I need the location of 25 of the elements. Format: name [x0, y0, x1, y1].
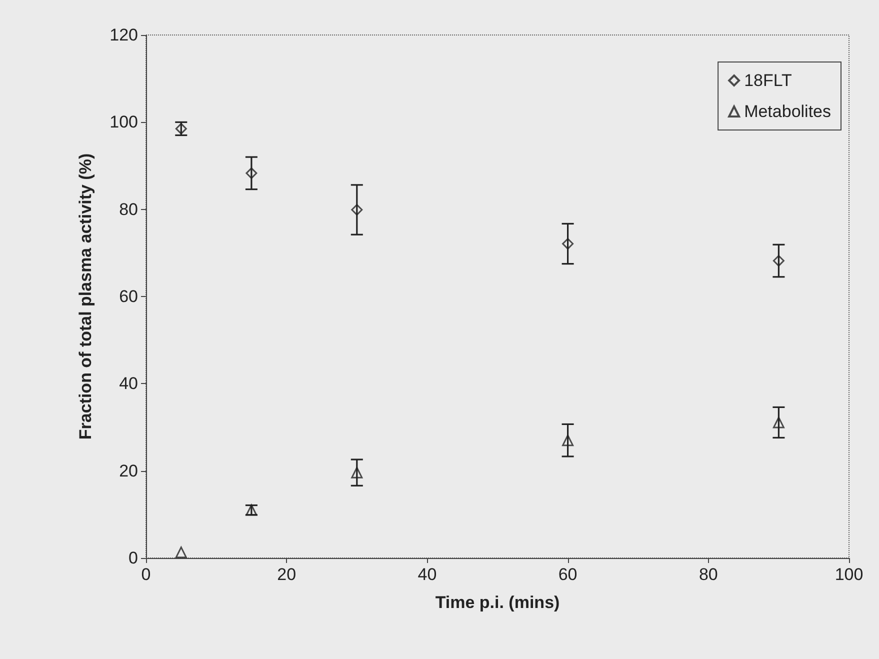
x-tick-label: 40 [418, 565, 437, 584]
x-tick-label: 100 [834, 565, 864, 584]
legend-label: Metabolites [744, 102, 832, 121]
y-tick-label: 120 [110, 26, 138, 44]
point [246, 167, 258, 179]
y-tick-label: 60 [119, 287, 138, 306]
y-tick-label: 80 [119, 200, 138, 219]
y-tick-label: 100 [110, 112, 138, 132]
y-tick-label: 20 [119, 461, 138, 480]
x-tick-label: 20 [277, 565, 296, 584]
x-tick-label: 0 [141, 565, 151, 584]
legend-label: 18FLT [744, 71, 792, 90]
point [562, 434, 574, 446]
point [351, 466, 363, 478]
x-axis-title: Time p.i. (mins) [435, 593, 560, 612]
y-axis-title: Fraction of total plasma activity (%) [76, 153, 95, 440]
y-tick-label: 40 [119, 374, 138, 394]
point [772, 255, 784, 267]
point [351, 204, 363, 216]
point [772, 416, 784, 428]
x-tick-label: 60 [558, 565, 578, 584]
y-tick-label: 0 [128, 548, 138, 568]
point [562, 238, 574, 250]
x-tick-label: 80 [698, 565, 718, 584]
point [175, 546, 187, 558]
